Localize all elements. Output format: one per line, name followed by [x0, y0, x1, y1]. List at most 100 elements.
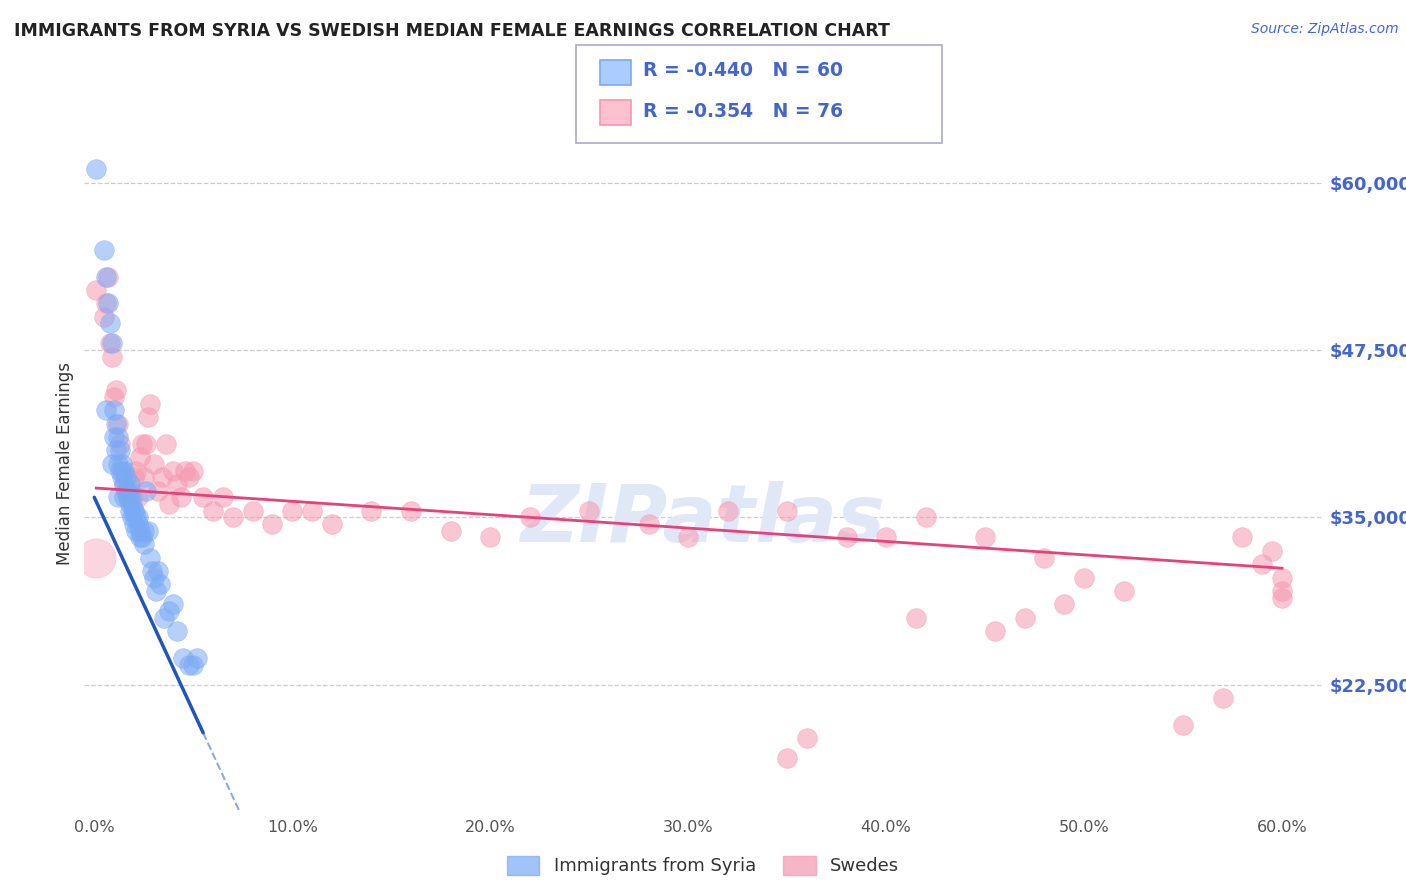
Point	[166, 476, 188, 491]
Point	[136, 524, 159, 538]
Point	[301, 503, 323, 517]
Point	[125, 510, 148, 524]
Point	[111, 464, 134, 478]
Point	[128, 530, 150, 544]
Point	[121, 497, 143, 511]
Point	[1271, 571, 1294, 585]
Point	[1053, 598, 1076, 612]
Point	[117, 490, 139, 504]
Point	[179, 470, 201, 484]
Point	[676, 530, 699, 544]
Point	[152, 611, 174, 625]
Point	[146, 483, 169, 498]
Point	[181, 464, 204, 478]
Text: IMMIGRANTS FROM SYRIA VS SWEDISH MEDIAN FEMALE EARNINGS CORRELATION CHART: IMMIGRANTS FROM SYRIA VS SWEDISH MEDIAN …	[14, 22, 890, 40]
Point	[128, 450, 150, 464]
Point	[191, 490, 214, 504]
Point	[101, 336, 124, 351]
Point	[105, 384, 128, 398]
Point	[242, 503, 264, 517]
Point	[115, 483, 138, 498]
Point	[170, 490, 193, 504]
Point	[1232, 530, 1254, 544]
Point	[107, 457, 129, 471]
Point	[1014, 611, 1036, 625]
Point	[84, 283, 107, 297]
Point	[112, 490, 135, 504]
Point	[128, 524, 150, 538]
Text: R = -0.354   N = 76: R = -0.354 N = 76	[643, 102, 842, 121]
Point	[111, 470, 134, 484]
Point	[131, 530, 153, 544]
Legend: Immigrants from Syria, Swedes: Immigrants from Syria, Swedes	[499, 849, 907, 883]
Point	[121, 510, 143, 524]
Point	[1073, 571, 1095, 585]
Point	[1271, 584, 1294, 599]
Point	[439, 524, 461, 538]
Point	[138, 396, 160, 410]
Point	[108, 464, 131, 478]
Point	[162, 464, 184, 478]
Point	[103, 403, 125, 417]
Point	[127, 517, 149, 532]
Point	[146, 564, 169, 578]
Point	[262, 517, 284, 532]
Point	[145, 584, 167, 599]
Point	[212, 490, 235, 504]
Point	[138, 550, 160, 565]
Text: R = -0.440   N = 60: R = -0.440 N = 60	[643, 61, 842, 80]
Point	[776, 503, 799, 517]
Point	[578, 503, 600, 517]
Point	[479, 530, 502, 544]
Point	[142, 571, 165, 585]
Point	[984, 624, 1007, 639]
Point	[135, 436, 157, 450]
Point	[172, 651, 194, 665]
Point	[1112, 584, 1135, 599]
Point	[875, 530, 897, 544]
Point	[1261, 544, 1284, 558]
Point	[121, 490, 143, 504]
Point	[122, 503, 145, 517]
Point	[142, 457, 165, 471]
Text: Source: ZipAtlas.com: Source: ZipAtlas.com	[1251, 22, 1399, 37]
Point	[108, 436, 131, 450]
Point	[118, 497, 141, 511]
Point	[97, 269, 120, 284]
Point	[84, 162, 107, 177]
Point	[112, 476, 135, 491]
Point	[155, 436, 177, 450]
Point	[141, 564, 163, 578]
Point	[281, 503, 304, 517]
Point	[98, 336, 121, 351]
Point	[115, 483, 138, 498]
Point	[127, 510, 149, 524]
Point	[108, 443, 131, 458]
Point	[360, 503, 382, 517]
Point	[115, 470, 138, 484]
Point	[974, 530, 997, 544]
Point	[159, 497, 181, 511]
Y-axis label: Median Female Earnings: Median Female Earnings	[56, 362, 75, 566]
Point	[117, 483, 139, 498]
Point	[105, 443, 128, 458]
Point	[1212, 690, 1234, 705]
Point	[101, 350, 124, 364]
Point	[132, 524, 155, 538]
Point	[97, 296, 120, 310]
Point	[776, 751, 799, 765]
Point	[105, 417, 128, 431]
Point	[159, 604, 181, 618]
Point	[103, 430, 125, 444]
Point	[914, 510, 936, 524]
Point	[904, 611, 927, 625]
Point	[150, 470, 173, 484]
Point	[93, 243, 115, 257]
Point	[135, 483, 157, 498]
Point	[835, 530, 858, 544]
Point	[149, 577, 172, 591]
Point	[107, 430, 129, 444]
Point	[132, 537, 155, 551]
Point	[112, 464, 135, 478]
Point	[1033, 550, 1056, 565]
